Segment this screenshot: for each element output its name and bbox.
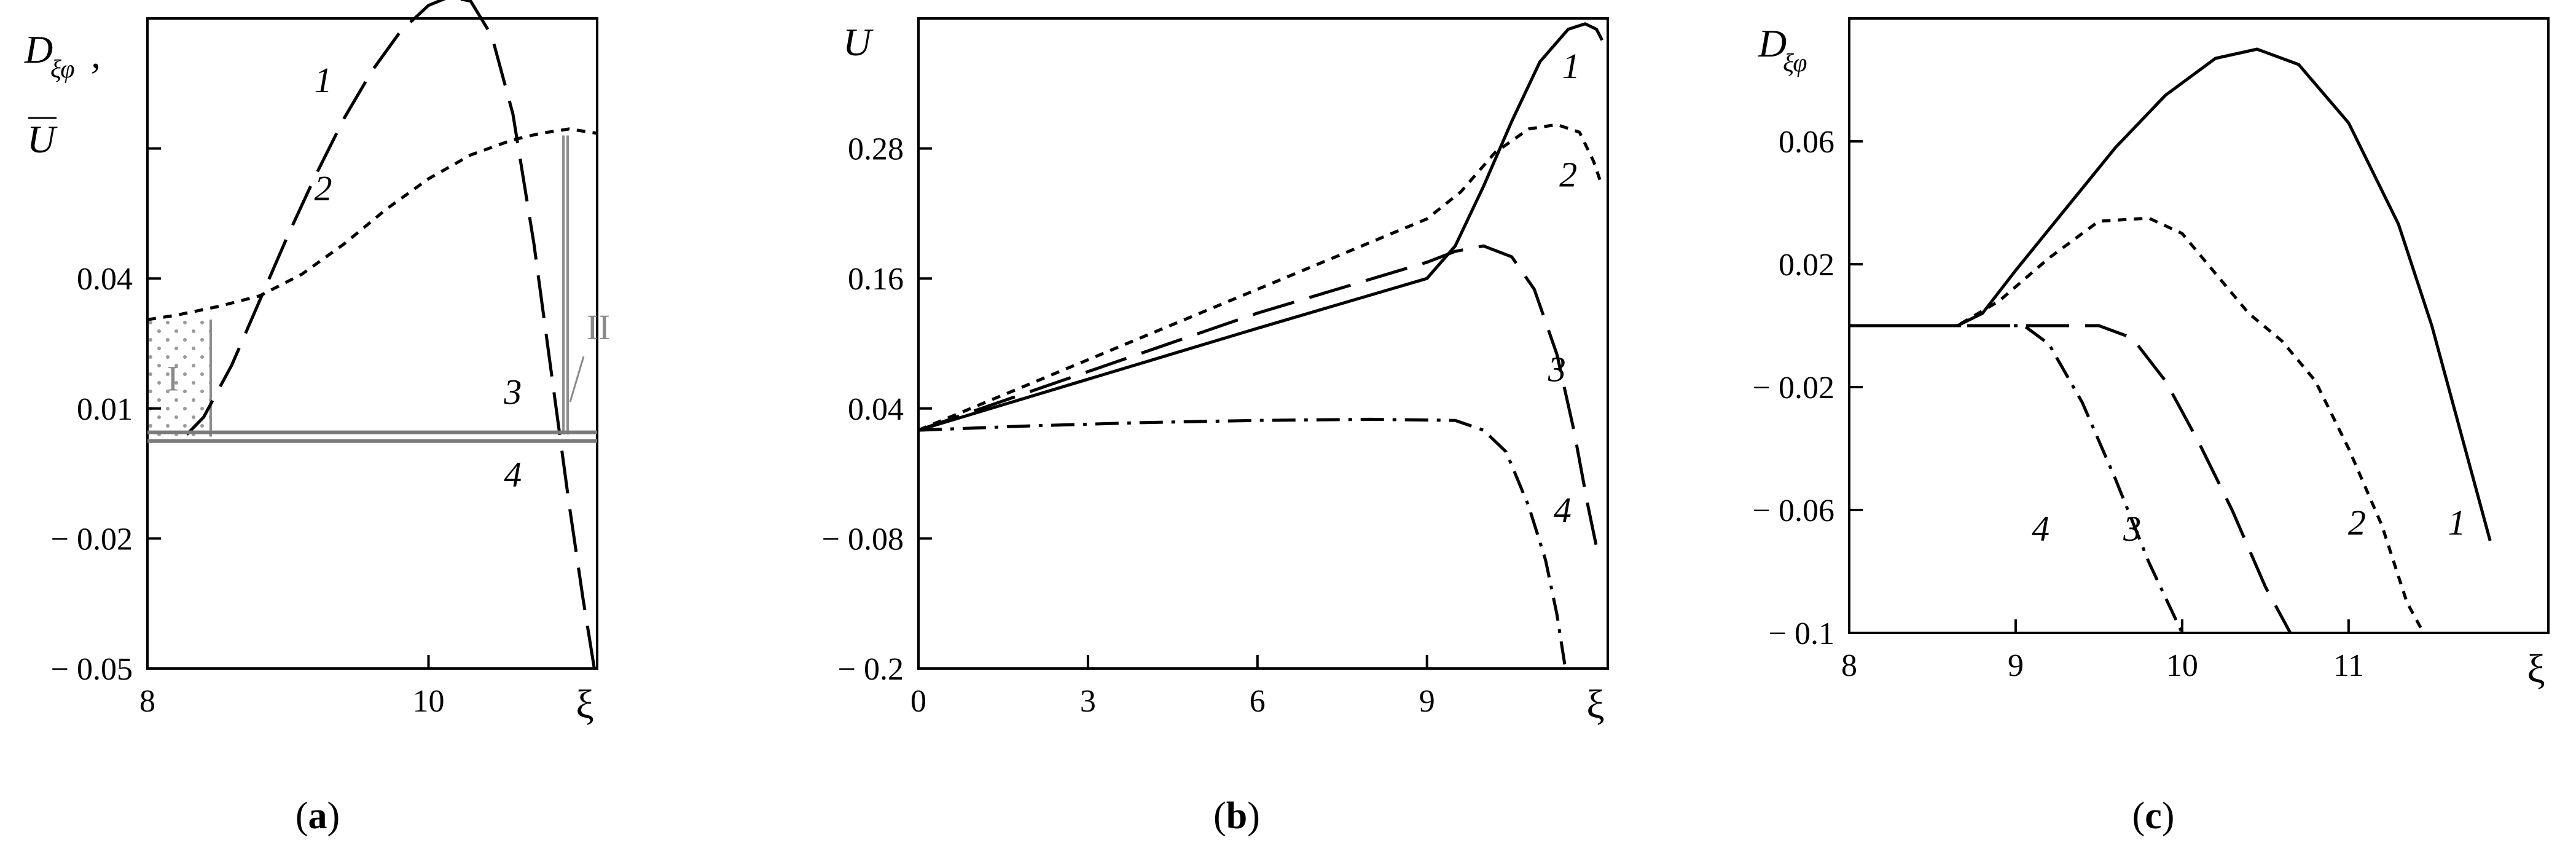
x-tick-label: 10 <box>2166 648 2198 683</box>
y-tick-label: − 0.02 <box>1753 371 1834 406</box>
plot-frame <box>146 17 598 670</box>
x-tick-label: 9 <box>1419 684 1435 719</box>
series-label: 4 <box>504 455 522 495</box>
series-label: 1 <box>2448 503 2465 543</box>
series-2-line <box>918 123 1604 432</box>
x-tick-label: 10 <box>413 684 445 719</box>
series-4-line <box>918 417 1567 669</box>
caption-close-paren: ) <box>327 795 340 837</box>
y-axis-title-sep: , <box>91 33 101 76</box>
series-label: 1 <box>314 60 332 100</box>
y-tick-label: − 0.08 <box>822 522 904 557</box>
panel-caption-b: (b) <box>1213 795 1260 837</box>
y-tick-label: 0.01 <box>77 392 133 427</box>
x-tick-label: 6 <box>1250 684 1266 719</box>
y-tick-label: 0.16 <box>848 262 904 297</box>
caption-close-paren: ) <box>1247 795 1260 837</box>
series-1-line <box>918 22 1604 432</box>
caption-open-paren: ( <box>296 795 308 837</box>
y-tick-label: − 0.1 <box>1769 616 1834 651</box>
caption-open-paren: ( <box>1213 795 1226 837</box>
y-tick-label: 0.04 <box>77 262 133 297</box>
caption-letter: c <box>2145 795 2162 837</box>
series-3-line <box>1849 324 2292 634</box>
panel-c: 0.06 0.02 − 0.02 − 0.06 − 0.18 9 10 11 ξ Dξφ 1 2 3 4 <box>1753 17 2550 691</box>
series-label: 2 <box>2348 503 2366 543</box>
y-axis-title-main: D <box>24 28 53 71</box>
panel-captions: (a) (b) (c) <box>296 795 2175 837</box>
series-label: 1 <box>1562 46 1580 86</box>
x-axis-label: ξ <box>2527 646 2545 691</box>
y-axis-title-sub: ξφ <box>1783 49 1807 77</box>
panel-caption-c: (c) <box>2132 795 2175 837</box>
y-tick-label: 0.06 <box>1779 125 1834 160</box>
y-tick-label: − 0.05 <box>51 652 133 687</box>
series-1-line <box>1849 47 2492 541</box>
y-tick-label: − 0.2 <box>838 652 904 687</box>
series-label: 3 <box>1548 350 1566 390</box>
series-3-line <box>918 244 1601 561</box>
series-label: 3 <box>2123 509 2141 549</box>
caption-close-paren: ) <box>2162 795 2175 837</box>
x-tick-label: 3 <box>1080 684 1096 719</box>
series-1-line <box>186 0 596 669</box>
series-2-line <box>147 127 598 321</box>
series-label: 4 <box>1554 490 1572 530</box>
caption-open-paren: ( <box>2132 795 2145 837</box>
y-axis-title-sub: ξφ <box>50 55 74 84</box>
region-ii-label: II <box>587 307 611 347</box>
x-axis-label: ξ <box>576 682 593 727</box>
x-axis-label: ξ <box>1586 682 1604 727</box>
series-2-line <box>1849 216 2425 634</box>
y-tick-label: 0.28 <box>848 132 904 167</box>
x-tick-label: 8 <box>1841 648 1857 683</box>
series-label: 2 <box>1559 154 1577 194</box>
y-tick-label: 0.04 <box>848 392 904 427</box>
series-label: 4 <box>2032 509 2049 549</box>
region-ii-pointer <box>569 356 585 402</box>
y-axis-title-second: U <box>27 117 58 161</box>
y-axis-title-main: D <box>1758 22 1787 65</box>
plot-frame <box>917 17 1609 670</box>
x-tick-label: 8 <box>139 684 155 719</box>
caption-letter: b <box>1226 795 1247 837</box>
panel-b: 0.28 0.16 0.04 − 0.08 − 0.20 3 6 9 ξ U 1 2 3 4 <box>822 17 1609 727</box>
series-label: 2 <box>314 168 332 208</box>
panel-caption-a: (a) <box>296 795 340 837</box>
x-tick-label: 11 <box>2333 648 2364 683</box>
region-i-label: I <box>167 358 179 398</box>
region-i-fill <box>147 320 211 437</box>
caption-letter: a <box>308 795 327 837</box>
x-tick-label: 9 <box>2008 648 2024 683</box>
series-4-line <box>1849 324 2184 634</box>
y-axis-title: U <box>843 20 874 64</box>
y-tick-label: 0.02 <box>1779 248 1834 283</box>
y-tick-label: − 0.02 <box>51 522 133 557</box>
y-tick-label: − 0.06 <box>1753 493 1834 528</box>
series-label: 3 <box>503 372 522 412</box>
x-tick-label: 0 <box>910 684 926 719</box>
